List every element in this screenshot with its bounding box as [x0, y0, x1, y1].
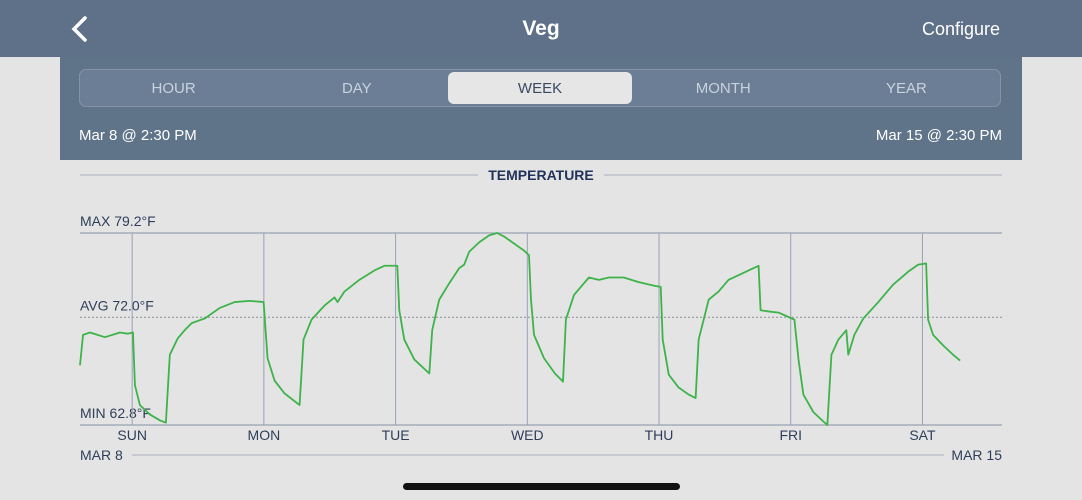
tab[interactable]: MONTH	[695, 80, 751, 97]
x-tick-label: THU	[645, 427, 674, 443]
tab[interactable]: YEAR	[885, 80, 927, 97]
x-tick-label: SAT	[909, 427, 936, 443]
range-panel: HOUR DAY WEEK MONTH YEAR Mar 8 @ 2:30 PM Mar…	[60, 57, 1022, 160]
range-label: MAR 8	[80, 447, 123, 463]
y-tick-label: MAX 79.2°F	[80, 213, 156, 229]
nav-bar: Veg Configure	[0, 0, 1082, 57]
range-label: MAR 15	[951, 447, 1002, 463]
chart: TEMPERATURE MIN 62.8°F MAX 79.2°F AVG 72.0°…	[79, 167, 1002, 463]
range-end: Mar 15 @ 2:30 PM	[875, 127, 1002, 144]
tab[interactable]: HOUR	[151, 80, 196, 97]
range-start: Mar 8 @ 2:30 PM	[79, 127, 197, 144]
x-tick-label: FRI	[779, 427, 802, 443]
tab[interactable]: DAY	[341, 80, 372, 97]
x-tick-label: SUN	[117, 427, 147, 443]
tab[interactable]: WEEK	[448, 72, 632, 104]
home-indicator	[403, 483, 680, 490]
x-tick-label: WED	[511, 427, 544, 443]
segmented-control: HOUR DAY WEEK MONTH YEAR	[79, 69, 1001, 107]
y-tick-label: MIN 62.8°F	[80, 405, 151, 421]
x-tick-label: TUE	[382, 427, 410, 443]
temperature-line	[79, 232, 961, 426]
back-button[interactable]	[68, 15, 92, 43]
configure-button[interactable]: Configure	[921, 19, 1000, 39]
nav-title: Veg	[522, 17, 560, 40]
x-tick-label: MON	[248, 427, 281, 443]
average-label: AVG 72.0°F	[80, 297, 154, 313]
chart-title: TEMPERATURE	[488, 167, 594, 183]
